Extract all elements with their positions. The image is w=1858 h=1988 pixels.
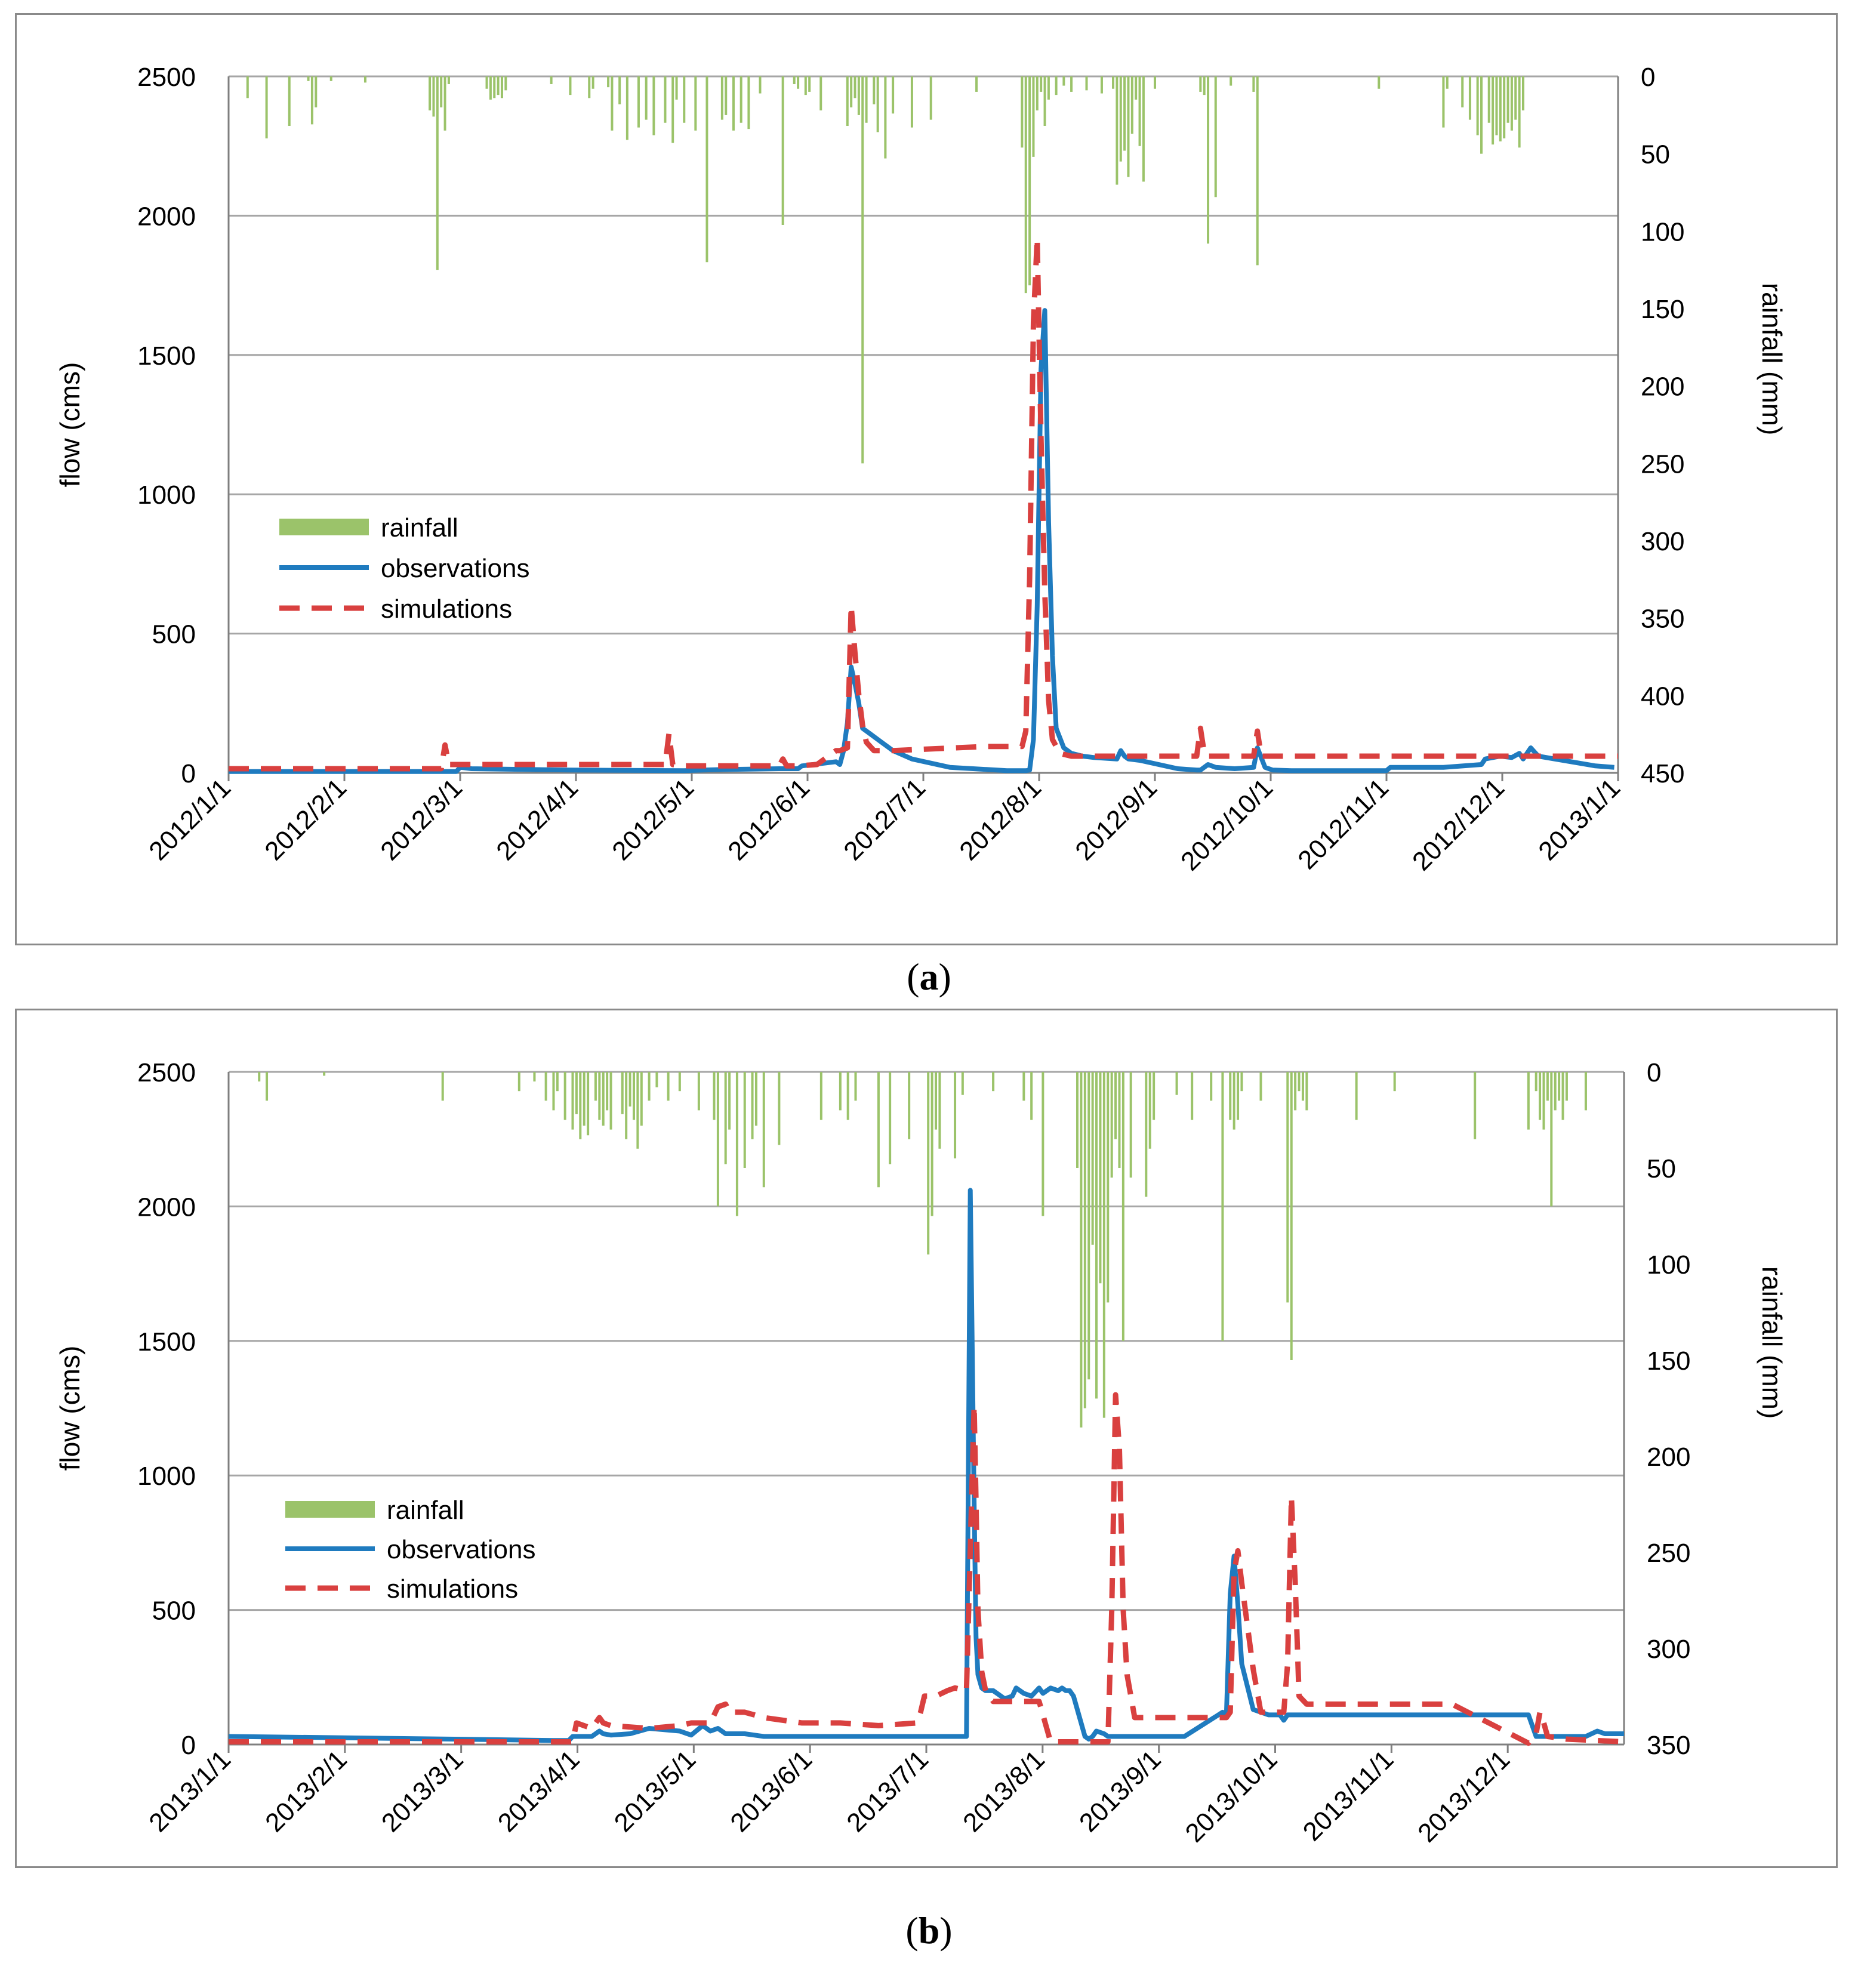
x-tick-label: 2013/12/1 — [1412, 1744, 1515, 1848]
y2-tick-label: 250 — [1647, 1539, 1690, 1568]
y2-tick-label: 100 — [1647, 1250, 1690, 1280]
caption-b-letter: b — [918, 1909, 940, 1952]
y-axis-title: flow (cms) — [54, 1346, 85, 1471]
y2-tick-label: 300 — [1641, 527, 1684, 556]
x-tick-label: 2012/5/1 — [606, 773, 700, 866]
y2-tick-label: 350 — [1641, 605, 1684, 634]
y-tick-label: 0 — [181, 1731, 196, 1760]
x-tick-label: 2012/3/1 — [375, 773, 468, 866]
x-tick-label: 2013/8/1 — [957, 1744, 1050, 1838]
y2-tick-label: 350 — [1647, 1731, 1690, 1760]
x-tick-label: 2013/10/1 — [1180, 1744, 1283, 1848]
y-tick-label: 2500 — [137, 1058, 196, 1087]
y-axis-title: flow (cms) — [54, 362, 85, 488]
y2-tick-label: 250 — [1641, 449, 1684, 479]
legend-rainfall-swatch — [279, 519, 369, 535]
legend-label-rainfall: rainfall — [381, 513, 458, 543]
x-tick-label: 2012/11/1 — [1292, 773, 1394, 875]
legend-rainfall-swatch — [285, 1501, 375, 1518]
x-tick-label: 2012/7/1 — [838, 773, 931, 866]
legend-label-simulations: simulations — [387, 1574, 518, 1604]
x-tick-label: 2012/8/1 — [954, 773, 1047, 866]
chart-panel-b: 0 500 1000 1500 2000 2500 0 50 100 150 200 250 300 35… — [15, 1009, 1838, 1868]
x-tick-label: 2013/11/1 — [1298, 1744, 1400, 1847]
legend: rainfall observations simulations — [285, 1496, 535, 1604]
y-tick-label: 500 — [152, 620, 196, 649]
x-tick-label: 2012/10/1 — [1175, 773, 1278, 876]
y-tick-label: 2500 — [137, 63, 196, 92]
y-tick-label: 2000 — [137, 202, 196, 231]
caption-b-close: ) — [939, 1909, 953, 1952]
simulations-line — [229, 1392, 1625, 1746]
caption-a: (a) — [0, 955, 1858, 999]
x-tick-label: 2013/9/1 — [1074, 1744, 1167, 1838]
x-tick-label: 2013/4/1 — [492, 1744, 586, 1838]
caption-a-letter: a — [919, 956, 939, 998]
y2-axis-title: rainfall (mm) — [1757, 283, 1788, 436]
x-tick-label: 2012/6/1 — [722, 773, 815, 866]
y2-tick-label: 200 — [1641, 372, 1684, 402]
y2-tick-label: 150 — [1647, 1346, 1690, 1376]
legend-label-rainfall: rainfall — [387, 1496, 464, 1525]
y2-tick-label: 200 — [1647, 1443, 1690, 1472]
y2-tick-label: 400 — [1641, 682, 1684, 711]
y2-tick-label: 50 — [1647, 1154, 1676, 1183]
x-tick-label: 2013/7/1 — [841, 1744, 934, 1838]
caption-b-open: ( — [905, 1909, 919, 1952]
legend-label-simulations: simulations — [381, 594, 512, 624]
legend-label-observations: observations — [387, 1535, 535, 1564]
x-tick-label: 2013/6/1 — [725, 1744, 818, 1838]
y2-tick-label: 50 — [1641, 140, 1670, 169]
x-tick-label: 2013/3/1 — [376, 1744, 469, 1838]
y-tick-label: 0 — [181, 759, 196, 788]
y2-tick-label: 100 — [1641, 217, 1684, 246]
x-tick-label: 2013/1/1 — [1533, 773, 1626, 866]
y2-tick-label: 0 — [1641, 63, 1655, 92]
x-tick-label: 2012/2/1 — [259, 773, 352, 866]
chart-b: 0 500 1000 1500 2000 2500 0 50 100 150 200 250 300 35… — [54, 1058, 1788, 1848]
y-tick-label: 1500 — [137, 341, 196, 371]
y2-axis-title: rainfall (mm) — [1757, 1266, 1788, 1419]
x-tick-label: 2012/4/1 — [491, 773, 584, 866]
caption-a-open: ( — [907, 956, 920, 998]
y-tick-label: 2000 — [137, 1192, 196, 1222]
y2-tick-label: 300 — [1647, 1635, 1690, 1664]
y-tick-label: 1000 — [137, 480, 196, 510]
x-tick-label: 2013/2/1 — [260, 1744, 353, 1838]
x-tick-label: 2012/9/1 — [1070, 773, 1163, 866]
y2-tick-label: 450 — [1641, 759, 1684, 788]
y2-tick-label: 150 — [1641, 295, 1684, 324]
legend-label-observations: observations — [381, 554, 529, 583]
chart-a: 0 500 1000 1500 2000 2500 0 50 100 150 200 250 300 35… — [54, 63, 1788, 876]
y2-tick-label: 0 — [1647, 1058, 1661, 1087]
y-tick-label: 500 — [152, 1596, 196, 1626]
simulations-line — [229, 235, 1618, 772]
x-tick-label: 2012/12/1 — [1407, 773, 1510, 876]
caption-a-close: ) — [938, 956, 951, 998]
chart-panel-a: 0 500 1000 1500 2000 2500 0 50 100 150 200 250 300 35… — [15, 13, 1838, 945]
y-tick-label: 1000 — [137, 1462, 196, 1491]
x-tick-label: 2013/5/1 — [609, 1744, 702, 1838]
y-tick-label: 1500 — [137, 1327, 196, 1357]
caption-b: (b) — [0, 1909, 1858, 1953]
observations-line — [228, 1188, 1624, 1743]
legend: rainfall observations simulations — [279, 513, 529, 624]
